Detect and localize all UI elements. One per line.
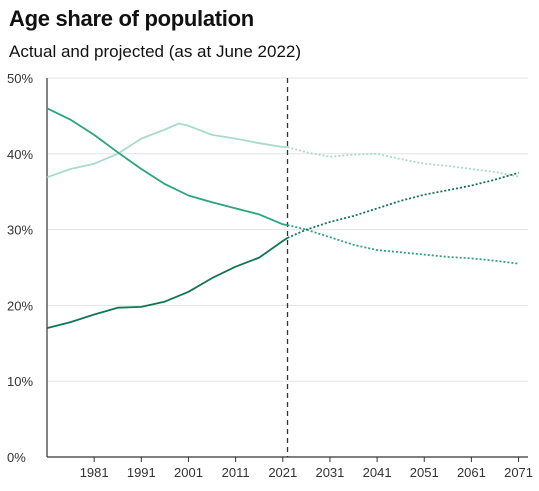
chart-title: Age share of population: [9, 6, 254, 31]
y-tick-label: 10%: [7, 374, 33, 389]
y-tick-label: 40%: [7, 147, 33, 162]
series-2-actual-line: [46, 107, 288, 226]
x-tick-label: 2071: [504, 465, 533, 480]
series-3-actual-line: [46, 237, 288, 329]
x-tick-label: 2011: [222, 465, 250, 480]
x-tick-label: 2061: [457, 465, 486, 480]
x-tick-label: 2041: [363, 465, 392, 480]
series-1-actual-line: [46, 122, 288, 179]
x-tick-label: 2051: [410, 465, 439, 480]
x-tick-label: 1981: [80, 465, 109, 480]
x-tick-label: 2021: [268, 465, 297, 480]
series-1-projected-line: [287, 146, 519, 178]
x-tick-label: 1991: [127, 465, 156, 480]
series-3-projected-line: [287, 171, 519, 239]
x-tick-label: 2001: [174, 465, 203, 480]
y-tick-label: 0%: [7, 450, 26, 465]
series-2-projected-line: [287, 224, 519, 265]
x-tick-label: 2031: [315, 465, 344, 480]
y-tick-label: 20%: [7, 298, 33, 313]
y-tick-label: 50%: [7, 71, 33, 86]
chart-subtitle: Actual and projected (as at June 2022): [9, 42, 302, 61]
y-tick-label: 30%: [7, 223, 33, 238]
